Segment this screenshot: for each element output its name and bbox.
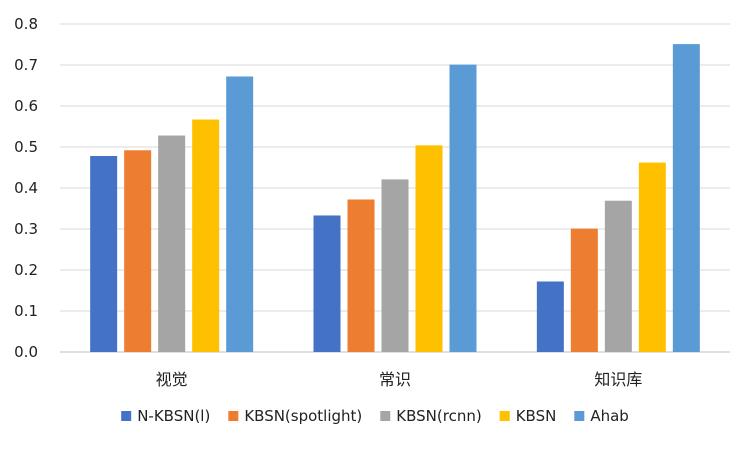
- y-tick-label: 0.4: [14, 179, 38, 197]
- legend: N-KBSN(l) KBSN(spotlight) KBSN(rcnn) KBSN Ah…: [121, 407, 629, 425]
- y-tick-label: 0.7: [14, 56, 38, 74]
- bar-kbsn-2: [638, 162, 666, 352]
- y-tick-label: 0.5: [14, 138, 38, 156]
- legend-item: KBSN(rcnn): [380, 407, 482, 425]
- y-axis-ticks: 0.0 0.1 0.2 0.3 0.4 0.5 0.6 0.7 0.8: [14, 15, 38, 361]
- y-tick-label: 0.0: [14, 343, 38, 361]
- y-tick-label: 0.8: [14, 15, 38, 33]
- bar-n-kbsn-l-1: [313, 215, 341, 352]
- bar-n-kbsn-l-0: [90, 156, 118, 352]
- legend-label: Ahab: [590, 407, 628, 425]
- bar-kbsn-1: [415, 145, 443, 352]
- bar-kbsn-rcnn-2: [604, 200, 632, 352]
- y-tick-label: 0.3: [14, 220, 38, 238]
- bar-kbsn-spotlight-1: [347, 199, 375, 352]
- bar-ahab-2: [672, 44, 700, 353]
- legend-swatch: [574, 411, 585, 421]
- legend-swatch: [499, 411, 510, 421]
- legend-item: KBSN(spotlight): [228, 407, 362, 425]
- legend-item: N-KBSN(l): [121, 407, 210, 425]
- x-category-label: 常识: [379, 370, 411, 389]
- bars: [90, 44, 700, 353]
- bar-kbsn-rcnn-0: [158, 135, 186, 352]
- bar-kbsn-spotlight-0: [124, 150, 152, 352]
- bar-ahab-0: [226, 76, 254, 352]
- x-category-label: 视觉: [156, 370, 188, 389]
- legend-swatch: [121, 411, 132, 421]
- legend-label: KBSN: [516, 407, 557, 425]
- y-tick-label: 0.1: [14, 302, 38, 320]
- bar-kbsn-rcnn-1: [381, 179, 409, 352]
- y-tick-label: 0.2: [14, 261, 38, 279]
- bar-kbsn-0: [192, 119, 220, 352]
- legend-swatch: [228, 411, 239, 421]
- x-category-label: 知识库: [594, 370, 642, 389]
- legend-item: KBSN: [499, 407, 557, 425]
- legend-item: Ahab: [574, 407, 629, 425]
- bar-n-kbsn-l-2: [536, 281, 564, 352]
- legend-label: N-KBSN(l): [137, 407, 210, 425]
- legend-label: KBSN(rcnn): [396, 407, 481, 425]
- bar-ahab-1: [449, 64, 477, 352]
- y-tick-label: 0.6: [14, 97, 38, 115]
- legend-label: KBSN(spotlight): [244, 407, 362, 425]
- legend-swatch: [380, 411, 391, 421]
- bar-kbsn-spotlight-2: [570, 228, 598, 352]
- x-axis-categories: 视觉 常识 知识库: [156, 370, 643, 389]
